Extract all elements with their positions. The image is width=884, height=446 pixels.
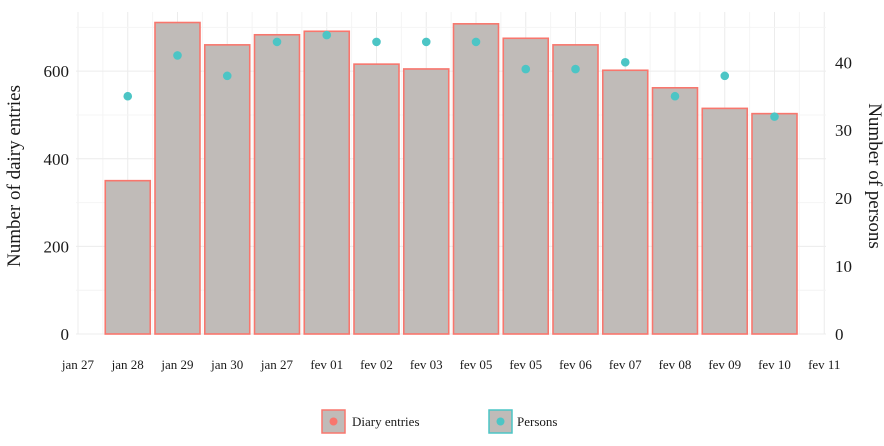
y2-tick-label: 40 [835, 53, 852, 72]
point [521, 64, 531, 74]
x-tick-label: fev 01 [310, 357, 343, 372]
point [272, 37, 282, 47]
points [123, 30, 779, 121]
x-tick-label: fev 03 [410, 357, 443, 372]
point [372, 37, 381, 47]
point [720, 71, 730, 81]
legend-item-diary-entries: Diary entries [321, 409, 420, 434]
legend-dot-persons [496, 417, 505, 426]
legend-item-persons: Persons [488, 409, 557, 434]
y-tick-label: 200 [44, 237, 70, 256]
x-tick-label: fev 10 [758, 357, 791, 372]
y-axis-title: Number of dairy entries [4, 85, 25, 267]
x-tick-label: fev 08 [659, 357, 692, 372]
y2-tick-label: 30 [835, 121, 852, 140]
x-tick-label: jan 27 [260, 357, 294, 372]
legend-label-diary-entries: Diary entries [352, 414, 420, 429]
bar [303, 30, 351, 335]
point [471, 37, 481, 47]
x-tick-label: jan 30 [210, 357, 243, 372]
point [571, 64, 580, 74]
x-axis-ticks: jan 27 jan 28 jan 29 jan 30 jan 27 fev 01 fev … [61, 357, 841, 372]
point [173, 51, 182, 60]
y-axis-ticks: 0 200 400 600 [44, 62, 70, 344]
legend-label-persons: Persons [517, 414, 557, 429]
bars [104, 21, 798, 335]
y2-axis-title: Number of persons [864, 103, 884, 249]
bar [751, 112, 798, 335]
point [322, 30, 332, 40]
bar [154, 21, 201, 335]
x-tick-label: fev 05 [509, 357, 542, 372]
point [421, 37, 431, 47]
legend: Diary entries Persons [321, 409, 557, 434]
bar [452, 23, 500, 335]
x-tick-label: fev 09 [708, 357, 741, 372]
x-tick-label: fev 06 [559, 357, 592, 372]
bar [651, 86, 699, 335]
x-tick-label: fev 11 [808, 357, 840, 372]
bar [402, 68, 450, 335]
y2-tick-label: 0 [835, 325, 844, 344]
point [123, 91, 133, 101]
y2-tick-label: 10 [835, 257, 852, 276]
y-tick-label: 600 [44, 62, 70, 81]
legend-dot-diary-entries [329, 417, 338, 426]
bar [552, 44, 599, 335]
bar [253, 33, 301, 335]
point [620, 57, 630, 67]
x-tick-label: jan 27 [61, 357, 95, 372]
x-tick-label: jan 29 [160, 357, 193, 372]
point [770, 112, 779, 121]
point [670, 91, 680, 101]
bar [203, 44, 251, 335]
y-tick-label: 400 [44, 150, 70, 169]
x-tick-label: fev 07 [609, 357, 642, 372]
y-tick-label: 0 [61, 325, 70, 344]
bar [601, 69, 649, 335]
bar [353, 63, 400, 335]
bar [104, 179, 152, 335]
y2-axis-ticks: 0 10 20 30 40 [835, 53, 852, 344]
x-tick-label: jan 28 [111, 357, 144, 372]
bar [502, 37, 550, 335]
x-tick-label: fev 02 [360, 357, 393, 372]
bar [701, 107, 749, 335]
x-tick-label: fev 05 [460, 357, 493, 372]
point [222, 71, 232, 81]
y2-tick-label: 20 [835, 189, 852, 208]
